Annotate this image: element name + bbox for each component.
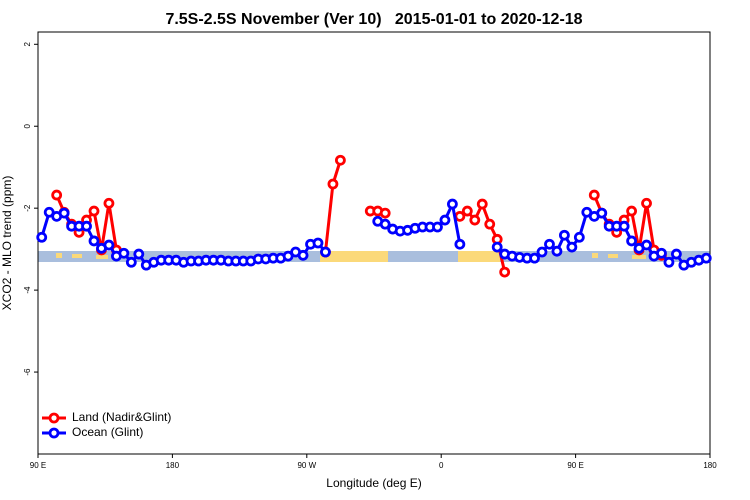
data-point [700, 252, 712, 264]
x-tick-label: 180 [166, 461, 180, 470]
map-strip [38, 251, 710, 262]
land-strip [608, 254, 618, 258]
land-strip [458, 251, 500, 262]
data-point [133, 248, 145, 260]
data-point [641, 239, 652, 251]
data-point [484, 218, 496, 230]
data-point [499, 266, 511, 278]
plot-frame [37, 31, 711, 455]
data-point [469, 214, 481, 226]
land-strip [72, 254, 82, 258]
data-point [320, 246, 331, 258]
data-point [626, 205, 637, 217]
legend-marker [48, 427, 60, 439]
data-point [529, 252, 540, 264]
data-point [461, 205, 473, 217]
legend-marker [48, 412, 60, 424]
y-tick-label: -4 [23, 286, 32, 294]
data-point [103, 197, 115, 209]
y-tick-label: 2 [23, 42, 32, 47]
data-point [618, 220, 630, 232]
y-tick-label: -6 [23, 368, 32, 376]
data-point [656, 247, 667, 259]
data-point [51, 189, 63, 201]
data-point [588, 189, 600, 201]
data-point [641, 197, 652, 209]
y-tick-label: -2 [23, 204, 32, 212]
legend-label: Land (Nadir&Glint) [72, 410, 171, 424]
land-strip [632, 255, 646, 259]
data-point [663, 256, 675, 268]
x-axis-label: Longitude (deg E) [326, 476, 421, 490]
data-point [334, 154, 346, 166]
land-strip [592, 253, 598, 258]
x-tick-label: 180 [703, 461, 717, 470]
data-point [544, 238, 555, 250]
data-point [626, 235, 637, 247]
data-point [536, 246, 548, 258]
x-tick-label: 90 W [297, 461, 316, 470]
data-point [432, 221, 443, 233]
data-point [596, 207, 608, 219]
data-point [491, 241, 503, 253]
x-tick-label: 0 [439, 461, 444, 470]
data-point [103, 239, 115, 251]
x-tick-label: 90 E [567, 461, 583, 470]
data-point [439, 214, 451, 226]
data-point [446, 198, 458, 210]
legend-label: Ocean (Glint) [72, 425, 143, 439]
legend: Land (Nadir&Glint)Ocean (Glint) [42, 410, 171, 439]
data-point [125, 256, 137, 268]
data-point [379, 218, 391, 230]
data-point [312, 237, 324, 249]
data-point [379, 207, 391, 219]
data-point [327, 178, 339, 190]
data-point [88, 235, 100, 247]
land-strip [96, 255, 108, 259]
chart-title: 7.5S-2.5S November (Ver 10) 2015-01-01 t… [165, 11, 582, 28]
data-point [88, 205, 100, 217]
data-point [58, 207, 70, 219]
land-strip [56, 253, 62, 258]
data-point [476, 198, 488, 210]
data-point [566, 241, 578, 253]
y-axis-label: XCO2 - MLO trend (ppm) [0, 176, 14, 311]
y-tick-label: 0 [23, 123, 32, 128]
data-point [118, 247, 130, 259]
land-strip [320, 251, 388, 262]
data-point [559, 229, 570, 241]
data-point [454, 238, 466, 250]
data-point [551, 245, 563, 257]
data-point [36, 231, 48, 243]
data-point [671, 248, 682, 260]
data-point [297, 249, 309, 261]
x-tick-label: 90 E [30, 461, 46, 470]
data-point [81, 220, 92, 232]
data-point [573, 231, 585, 243]
